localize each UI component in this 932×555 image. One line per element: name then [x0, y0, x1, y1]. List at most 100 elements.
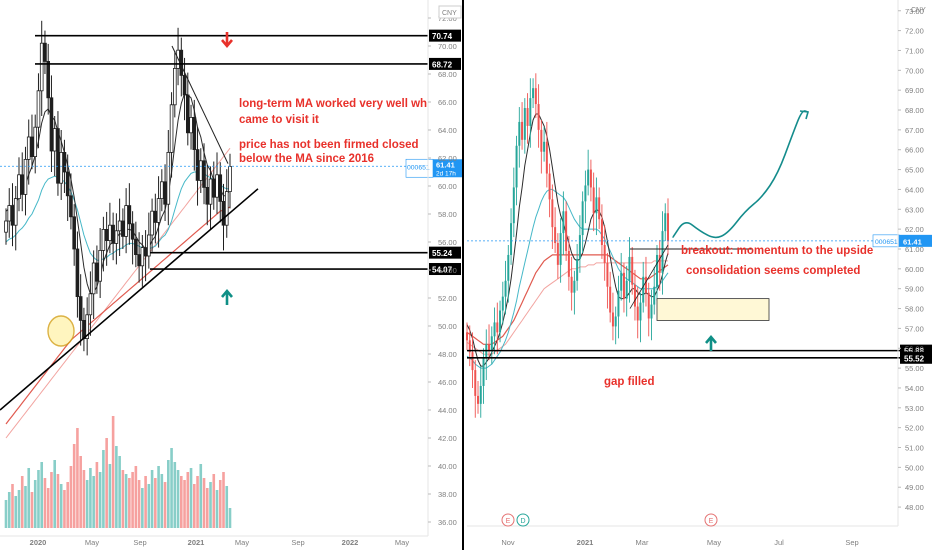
- candle: [584, 170, 587, 224]
- candle-body: [650, 304, 653, 319]
- candle: [185, 72, 190, 146]
- level-tag-label: 54.07: [432, 266, 453, 275]
- candle-body: [600, 219, 603, 246]
- y-tick-label: 70.00: [438, 42, 457, 51]
- candle: [59, 130, 63, 200]
- candle-body: [526, 108, 529, 126]
- volume-bar: [137, 480, 141, 528]
- volume-bar: [105, 438, 108, 528]
- candle: [104, 211, 109, 266]
- volume-bar: [79, 456, 82, 528]
- candle: [488, 324, 491, 361]
- y-tick-label: 65.00: [905, 166, 924, 175]
- candle-body: [521, 121, 524, 140]
- volume-bar: [69, 466, 73, 528]
- candle: [595, 177, 598, 236]
- candle: [30, 114, 34, 170]
- candle: [52, 116, 57, 177]
- volume-bar: [40, 462, 44, 528]
- candle-body: [620, 272, 623, 291]
- x-tick-label: 2021: [188, 538, 205, 547]
- candle-body: [104, 228, 109, 241]
- volume-bar: [17, 490, 21, 528]
- candle: [26, 119, 31, 185]
- event-marker[interactable]: E: [704, 513, 718, 527]
- candle-body: [540, 129, 543, 152]
- event-marker[interactable]: E: [501, 513, 515, 527]
- candle-body: [474, 370, 477, 396]
- candle: [617, 275, 620, 339]
- candle: [485, 329, 488, 381]
- right-y-axis: 73.00 72.00 71.00 70.00 69.00 68.00 67.00 66.00…: [897, 0, 924, 526]
- level-tag-label: 55.52: [904, 354, 925, 363]
- candle-body: [603, 245, 606, 263]
- candle: [43, 30, 47, 74]
- candle-body: [534, 88, 537, 105]
- candle: [515, 135, 518, 206]
- candle-body: [653, 286, 656, 305]
- volume-bar: [157, 466, 160, 528]
- candle-body: [23, 158, 28, 195]
- annotation-text: breakout: momentum to the upside: [681, 245, 873, 257]
- target-zone: [656, 298, 770, 321]
- candle: [160, 169, 164, 212]
- candle: [13, 186, 18, 251]
- level-tag: [429, 29, 461, 42]
- candle-body: [75, 248, 80, 297]
- volume-bar: [46, 488, 50, 528]
- candle: [479, 366, 482, 418]
- descending-trendline: [171, 45, 229, 164]
- volume-bar: [14, 496, 18, 528]
- y-tick-label: 71.00: [905, 46, 924, 55]
- candle: [166, 130, 171, 226]
- candle-body: [631, 256, 634, 285]
- candle-body: [622, 272, 625, 299]
- candle-body: [614, 316, 617, 327]
- candle-body: [43, 42, 47, 62]
- currency-label: CNY: [442, 10, 457, 17]
- candle: [224, 169, 229, 238]
- candle-body: [664, 213, 667, 232]
- candle: [173, 50, 177, 118]
- candle: [169, 92, 174, 178]
- volume-bar: [150, 470, 154, 528]
- left-ma-slow-line: [5, 206, 231, 425]
- volume-bar: [192, 484, 196, 528]
- level-tag: [429, 246, 461, 259]
- candle: [523, 98, 526, 154]
- ma-touch-circle: [47, 315, 75, 347]
- candle: [192, 99, 197, 171]
- arrow-head: [221, 39, 233, 49]
- y-tick-label: 46.00: [438, 378, 457, 387]
- candle-body: [633, 284, 636, 307]
- y-tick-label: 62.00: [438, 154, 457, 163]
- volume-bar: [163, 482, 167, 528]
- volume-bar: [183, 480, 186, 528]
- y-tick-label: 68.00: [438, 70, 457, 79]
- candle-body: [91, 262, 96, 295]
- event-marker[interactable]: D: [516, 513, 530, 527]
- volume-bar: [121, 470, 125, 528]
- candle: [108, 202, 112, 254]
- y-tick-label: 69.00: [905, 86, 924, 95]
- candle: [98, 228, 102, 298]
- volume-bar: [228, 508, 232, 528]
- candle-body: [13, 198, 18, 226]
- candle: [482, 348, 485, 404]
- candle-body: [642, 276, 645, 303]
- volume-bar: [82, 470, 86, 528]
- volume-bar: [59, 484, 63, 528]
- candle-body: [625, 280, 628, 299]
- annotation-text: below the MA since 2016: [239, 153, 374, 165]
- candle-body: [537, 104, 540, 130]
- candle-body: [169, 104, 174, 153]
- volume-bar: [24, 486, 27, 528]
- candle: [570, 256, 573, 311]
- candle: [95, 245, 99, 294]
- y-tick-label: 48.00: [905, 503, 924, 512]
- candle-body: [532, 88, 535, 99]
- candle: [91, 250, 96, 319]
